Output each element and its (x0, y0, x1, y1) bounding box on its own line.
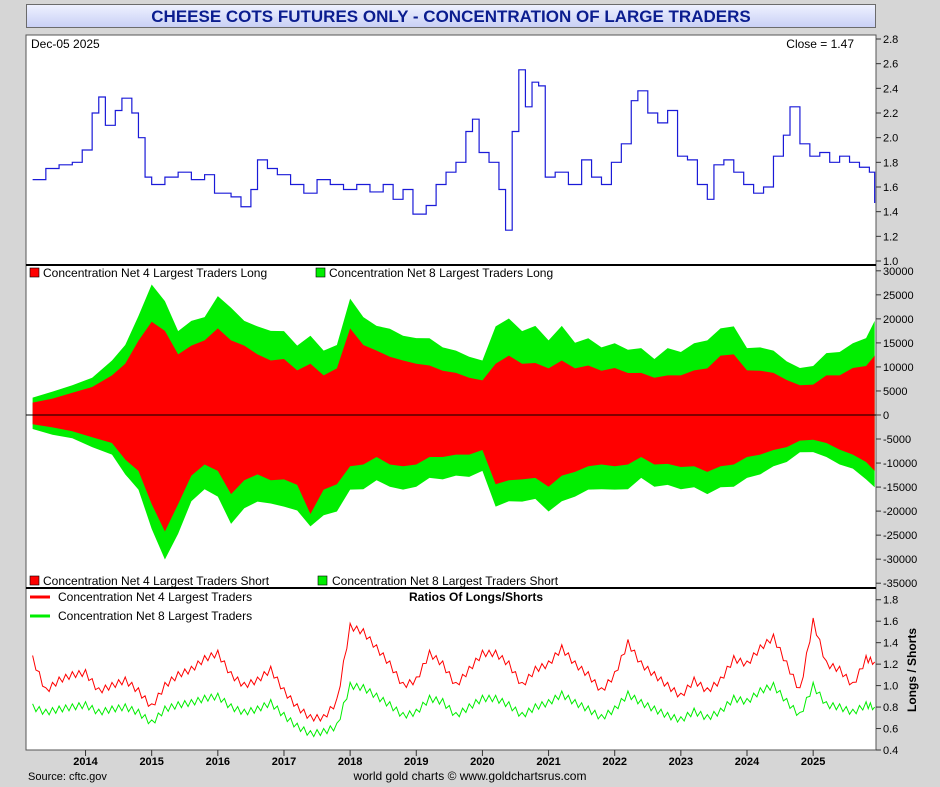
legend-net8-long: Concentration Net 8 Largest Traders Long (329, 266, 553, 280)
price-tick-label: 2.6 (883, 59, 898, 71)
concentration-tick-label: -25000 (883, 530, 917, 542)
ratio-tick-label: 1.6 (883, 616, 898, 628)
year-label: 2017 (272, 756, 296, 768)
concentration-tick-label: -35000 (883, 578, 917, 590)
legend-swatch-net8-short (317, 575, 328, 586)
price-tick-label: 1.2 (883, 231, 898, 243)
concentration-tick-label: -15000 (883, 482, 917, 494)
concentration-tick-label: -10000 (883, 458, 917, 470)
title-bar: CHEESE COTS FUTURES ONLY - CONCENTRATION… (26, 4, 876, 28)
year-label: 2024 (735, 756, 760, 768)
ratio-ylabel: Longs / Shorts (905, 628, 919, 712)
price-tick-label: 2.2 (883, 108, 898, 120)
legend-ratio-net8: Concentration Net 8 Largest Traders (58, 609, 252, 623)
ratio-tick-label: 0.8 (883, 702, 898, 714)
legend-net4-short: Concentration Net 4 Largest Traders Shor… (43, 574, 270, 588)
concentration-tick-label: -30000 (883, 554, 917, 566)
price-tick-label: 1.6 (883, 182, 898, 194)
price-tick-label: 1.0 (883, 256, 898, 268)
ratio-tick-label: 0.6 (883, 724, 898, 736)
chart-title: CHEESE COTS FUTURES ONLY - CONCENTRATION… (151, 7, 751, 26)
source-label: Source: cftc.gov (28, 771, 107, 783)
year-label: 2019 (404, 756, 428, 768)
ratio-net8-line (32, 680, 876, 738)
ratio-tick-label: 1.0 (883, 681, 898, 693)
concentration-tick-label: 25000 (883, 290, 914, 302)
ratio-tick-label: 1.4 (883, 638, 898, 650)
price-line (32, 69, 876, 231)
net4-long-area (32, 321, 875, 415)
year-label: 2015 (139, 756, 163, 768)
date-label: Dec-05 2025 (31, 37, 100, 51)
year-label: 2020 (470, 756, 494, 768)
legend-swatch-net4-short (29, 575, 40, 586)
concentration-tick-label: 10000 (883, 362, 914, 374)
ratio-net4-line (32, 617, 876, 723)
year-label: 2022 (602, 756, 626, 768)
ratio-tick-label: 1.8 (883, 595, 898, 607)
ratio-tick-label: 1.2 (883, 659, 898, 671)
year-label: 2018 (338, 756, 362, 768)
price-tick-label: 2.0 (883, 133, 898, 145)
concentration-tick-label: 5000 (883, 386, 907, 398)
year-label: 2014 (73, 756, 98, 768)
close-label: Close = 1.47 (786, 37, 854, 51)
year-label: 2016 (206, 756, 230, 768)
concentration-tick-label: -5000 (883, 434, 911, 446)
concentration-tick-label: 15000 (883, 338, 914, 350)
legend-ratio-net4: Concentration Net 4 Largest Traders (58, 590, 252, 604)
legend-swatch-net4-long (29, 267, 40, 278)
credit-label: world gold charts © www.goldchartsrus.co… (353, 769, 587, 783)
legend-net8-short: Concentration Net 8 Largest Traders Shor… (332, 574, 559, 588)
concentration-tick-label: -20000 (883, 506, 917, 518)
concentration-tick-label: 30000 (883, 266, 914, 278)
price-tick-label: 2.8 (883, 34, 898, 46)
price-tick-label: 1.8 (883, 157, 898, 169)
year-label: 2021 (536, 756, 560, 768)
legend-net4-long: Concentration Net 4 Largest Traders Long (43, 266, 267, 280)
ratio-title: Ratios Of Longs/Shorts (409, 590, 543, 604)
concentration-tick-label: 20000 (883, 314, 914, 326)
ratio-tick-label: 0.4 (883, 745, 898, 757)
price-tick-label: 2.4 (883, 83, 898, 95)
price-tick-label: 1.4 (883, 207, 898, 219)
legend-swatch-net8-long (315, 267, 326, 278)
concentration-tick-label: 0 (883, 410, 889, 422)
year-label: 2023 (669, 756, 693, 768)
net4-short-area (32, 414, 875, 532)
year-label: 2025 (801, 756, 825, 768)
